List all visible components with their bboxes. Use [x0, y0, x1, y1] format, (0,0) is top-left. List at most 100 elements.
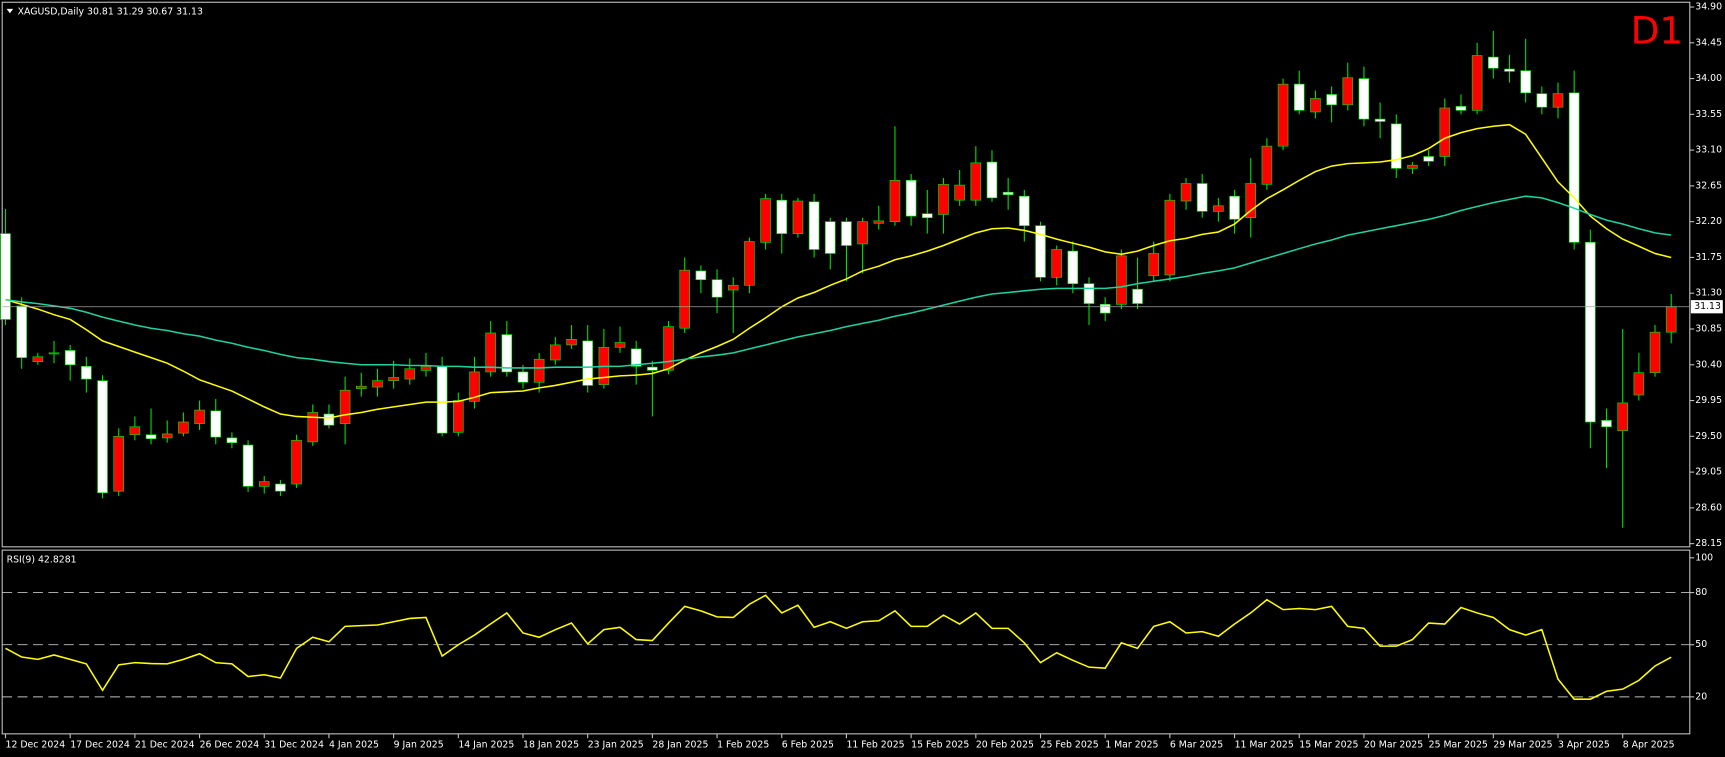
- y-tick-label: 28.60: [1695, 502, 1722, 513]
- candle-body: [1391, 123, 1402, 169]
- candle-body: [161, 433, 173, 439]
- x-tick-label: 18 Jan 2025: [523, 739, 579, 750]
- candle-body: [695, 270, 707, 281]
- price-label: 31.13: [1694, 301, 1721, 312]
- y-tick-label: 28.15: [1695, 538, 1722, 549]
- y-tick-label: 30.40: [1695, 359, 1722, 370]
- candle-body: [905, 180, 917, 217]
- timeframe-label: D1: [1631, 9, 1684, 53]
- candle-body: [1488, 56, 1499, 69]
- candle-body: [922, 213, 933, 219]
- x-tick-label: 9 Jan 2025: [394, 739, 444, 750]
- candle-body: [630, 348, 642, 367]
- candle-body: [1277, 83, 1289, 147]
- candle-body: [614, 342, 626, 348]
- candle-body: [1245, 183, 1257, 219]
- y-tick-label: 33.55: [1695, 109, 1722, 120]
- x-tick-label: 4 Jan 2025: [329, 739, 379, 750]
- y-tick-label: 29.95: [1695, 395, 1722, 406]
- x-tick-label: 26 Dec 2024: [200, 739, 260, 750]
- x-tick-label: 12 Dec 2024: [6, 739, 66, 750]
- candle-body: [1585, 242, 1596, 423]
- candle-body: [210, 410, 222, 438]
- candle-body: [501, 334, 513, 373]
- menu-triangle: [6, 8, 14, 14]
- candle-body: [1035, 225, 1046, 278]
- x-tick-label: 17 Dec 2024: [70, 739, 130, 750]
- x-tick-label: 25 Mar 2025: [1429, 739, 1488, 750]
- candle-body: [1132, 288, 1143, 304]
- candle-body: [1019, 195, 1030, 226]
- candle-body: [113, 435, 124, 492]
- candle-body: [258, 481, 270, 487]
- candle-body: [1326, 94, 1337, 106]
- x-tick-label: 8 Apr 2025: [1623, 739, 1675, 750]
- candle-body: [1520, 70, 1531, 94]
- candle-body: [873, 220, 885, 224]
- candle-body: [1568, 92, 1580, 243]
- candle-body: [436, 366, 448, 434]
- candle-body: [938, 183, 949, 215]
- candle-body: [307, 412, 319, 443]
- candle-body: [453, 400, 464, 433]
- y-tick-label: 32.20: [1695, 216, 1722, 227]
- candle-body: [420, 366, 432, 371]
- candle-body: [711, 279, 723, 298]
- candle-body: [808, 201, 820, 250]
- candle-body: [1455, 106, 1467, 111]
- y-tick-label: 31.30: [1695, 288, 1722, 299]
- candle-body: [64, 350, 76, 366]
- candle-body: [986, 161, 998, 199]
- candle-body: [1552, 93, 1564, 108]
- x-tick-label: 29 Mar 2025: [1493, 739, 1552, 750]
- candle-body: [760, 198, 771, 243]
- y-tick-label: 29.50: [1695, 431, 1722, 442]
- x-tick-label: 15 Mar 2025: [1299, 739, 1358, 750]
- candle-body: [841, 221, 852, 246]
- candle-body: [485, 332, 496, 373]
- y-tick-label: 29.05: [1695, 467, 1722, 478]
- y-tick-label: 20: [1695, 691, 1707, 702]
- x-tick-label: 21 Dec 2024: [135, 739, 195, 750]
- x-tick-label: 25 Feb 2025: [1041, 739, 1099, 750]
- candle-body: [1310, 98, 1321, 113]
- candle-body: [291, 439, 302, 485]
- y-tick-label: 34.00: [1695, 73, 1722, 84]
- y-tick-label: 80: [1695, 587, 1707, 598]
- candle-body: [145, 434, 157, 440]
- chart-title: XAGUSD,Daily 30.81 31.29 30.67 31.13: [18, 7, 203, 18]
- candle-body: [1196, 183, 1208, 212]
- candle-body: [275, 483, 286, 492]
- x-tick-label: 11 Feb 2025: [846, 739, 904, 750]
- candle-body: [727, 284, 739, 291]
- candle-body: [1083, 283, 1095, 304]
- candle-body: [0, 233, 11, 320]
- candle-body: [97, 380, 108, 494]
- candle-body: [679, 269, 691, 329]
- candle-body: [1407, 164, 1418, 169]
- candle-body: [1665, 306, 1677, 333]
- candle-body: [744, 241, 755, 286]
- candle-body: [1374, 118, 1386, 122]
- candle-body: [1261, 145, 1273, 185]
- candle-body: [1116, 255, 1127, 305]
- x-tick-label: 1 Mar 2025: [1105, 739, 1158, 750]
- y-tick-label: 33.10: [1695, 145, 1722, 156]
- x-tick-label: 23 Jan 2025: [588, 739, 644, 750]
- candle-body: [32, 356, 44, 362]
- candle-body: [178, 421, 189, 434]
- candle-body: [1099, 304, 1111, 314]
- candle-body: [1536, 93, 1548, 108]
- candle-body: [566, 338, 577, 346]
- y-tick-label: 32.65: [1695, 180, 1722, 191]
- y-tick-label: 30.85: [1695, 323, 1722, 334]
- candle-body: [1148, 253, 1159, 277]
- x-tick-label: 14 Jan 2025: [458, 739, 514, 750]
- x-tick-label: 15 Feb 2025: [911, 739, 969, 750]
- x-tick-label: 6 Feb 2025: [782, 739, 834, 750]
- y-tick-label: 50: [1695, 639, 1707, 650]
- y-tick-label: 34.90: [1695, 2, 1722, 13]
- candle-body: [1002, 191, 1014, 195]
